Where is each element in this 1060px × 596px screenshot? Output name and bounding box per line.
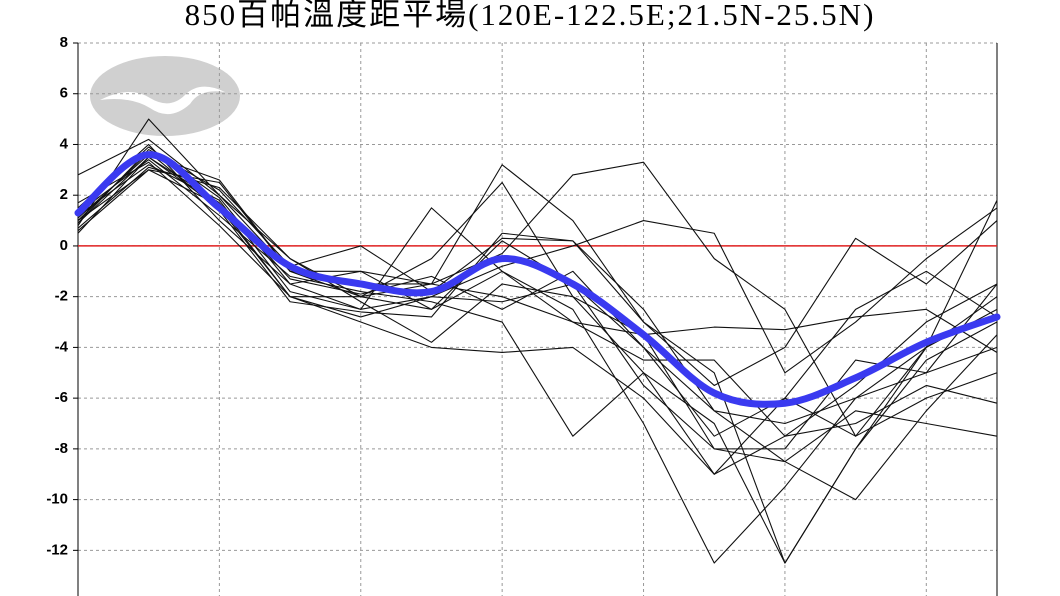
member-line bbox=[77, 154, 998, 437]
y-tick-label: 0 bbox=[60, 237, 68, 254]
y-tick-label: -12 bbox=[46, 541, 68, 558]
y-tick-label: 6 bbox=[60, 85, 68, 102]
y-tick-label: 8 bbox=[60, 34, 68, 51]
member-line bbox=[77, 159, 998, 564]
y-tick-label: -6 bbox=[55, 389, 68, 406]
member-line bbox=[77, 164, 998, 564]
y-tick-label: -4 bbox=[55, 338, 69, 355]
member-line bbox=[77, 148, 998, 387]
y-tick-label: 2 bbox=[60, 186, 68, 203]
member-line bbox=[77, 161, 998, 374]
chart-title: 850百帕溫度距平場(120E-122.5E;21.5N-25.5N) bbox=[185, 0, 876, 32]
y-tick-label: -10 bbox=[46, 491, 68, 508]
member-line bbox=[77, 146, 998, 354]
logo bbox=[90, 56, 240, 136]
member-line bbox=[77, 151, 998, 501]
y-tick-label: 4 bbox=[60, 135, 69, 152]
member-line bbox=[77, 166, 998, 450]
y-tick-label: -2 bbox=[55, 288, 68, 305]
y-tick-label: -8 bbox=[55, 440, 68, 457]
mean-line bbox=[74, 151, 1001, 408]
member-line bbox=[77, 138, 998, 437]
member-line bbox=[77, 169, 998, 475]
